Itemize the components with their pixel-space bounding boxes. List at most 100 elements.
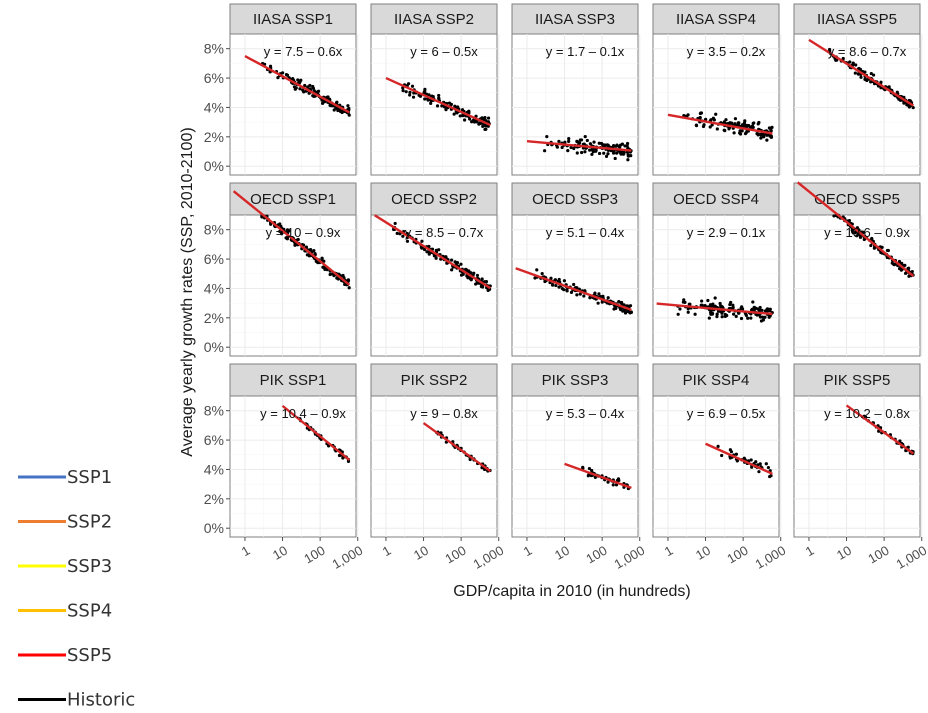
data-point <box>863 70 867 74</box>
regression-equation: y = 1.7 – 0.1x <box>546 44 625 59</box>
data-point <box>597 151 602 156</box>
regression-line <box>385 76 491 127</box>
data-point <box>770 125 774 129</box>
regression-line <box>796 181 915 277</box>
data-point <box>478 121 482 125</box>
data-point <box>853 230 858 235</box>
data-point <box>604 154 609 158</box>
data-point <box>835 58 839 62</box>
x-tick-label: 1,000 <box>612 543 648 572</box>
data-point <box>535 268 539 272</box>
regression-equation: y = 2.9 – 0.1x <box>687 225 766 240</box>
legend-item: SSP4 <box>18 601 112 622</box>
data-point <box>285 237 289 241</box>
data-point <box>591 150 595 154</box>
data-point <box>572 282 576 287</box>
regression-line <box>656 302 773 316</box>
data-point <box>735 459 739 463</box>
data-point <box>486 116 491 120</box>
data-point <box>910 269 914 274</box>
data-point <box>870 236 874 241</box>
data-point <box>715 312 719 316</box>
regression-line <box>526 140 632 152</box>
data-point <box>444 108 448 112</box>
x-tick-label: 100 <box>442 543 468 567</box>
data-point <box>686 307 690 311</box>
x-tick-label: 1 <box>380 543 394 560</box>
data-point <box>907 105 911 109</box>
facet-label: IIASA SSP5 <box>817 11 897 28</box>
data-point <box>586 474 590 478</box>
data-point <box>759 319 764 323</box>
data-point <box>543 279 547 284</box>
data-point <box>693 312 697 316</box>
regression-equation: y = 3.5 – 0.2x <box>687 44 766 59</box>
data-point <box>459 273 464 277</box>
data-point <box>590 152 594 157</box>
data-point <box>678 307 682 311</box>
data-point <box>332 108 336 112</box>
data-point <box>269 222 273 226</box>
data-point <box>755 132 759 136</box>
x-tick-label: 100 <box>583 543 609 567</box>
facet-strip <box>370 182 498 216</box>
data-point <box>676 312 680 316</box>
data-point <box>472 120 477 124</box>
data-point <box>583 150 587 154</box>
legend-label: SSP3 <box>67 556 112 577</box>
data-point <box>320 101 325 105</box>
legend-item: SSP1 <box>18 467 112 488</box>
data-point <box>740 305 744 309</box>
data-point <box>296 78 300 82</box>
x-tick-label: 1 <box>803 543 817 560</box>
regression-equation: y = 5.1 – 0.4x <box>546 225 625 240</box>
data-point <box>285 73 290 77</box>
data-point <box>740 129 744 133</box>
data-point <box>347 286 351 290</box>
data-point <box>731 305 735 310</box>
data-point <box>596 301 600 305</box>
facet-label: IIASA SSP1 <box>253 11 333 28</box>
data-point <box>575 293 579 297</box>
data-point <box>746 316 750 320</box>
data-point <box>545 135 549 139</box>
data-point <box>895 90 899 94</box>
data-point <box>757 470 761 474</box>
facet-panel: IIASA SSP5 y = 8.6 – 0.7x <box>793 3 923 176</box>
data-point <box>338 109 343 114</box>
data-point <box>903 263 907 267</box>
x-tick-label: 10 <box>270 543 290 563</box>
data-point <box>480 284 484 288</box>
x-tick-label: 1 <box>239 543 253 560</box>
data-point <box>765 138 769 142</box>
data-point <box>393 221 397 226</box>
data-point <box>401 89 405 93</box>
data-point <box>458 114 462 118</box>
data-point <box>722 120 726 124</box>
data-point <box>865 78 869 83</box>
data-point <box>700 299 704 303</box>
data-point <box>328 103 332 107</box>
data-point <box>587 466 591 471</box>
y-tick-label: 6% <box>204 70 224 86</box>
data-point <box>580 150 584 155</box>
data-point <box>594 149 598 153</box>
data-point <box>606 152 610 156</box>
data-point <box>763 315 767 319</box>
data-point <box>718 301 722 306</box>
regression-line <box>564 462 632 490</box>
panels-layer: IIASA SSP1 y = 7.5 – 0.6x IIASA SSP2 y = 6 … <box>229 3 923 538</box>
data-point <box>469 271 473 275</box>
data-point <box>698 116 702 120</box>
facet-label: IIASA SSP2 <box>394 11 474 28</box>
data-point <box>740 123 745 127</box>
data-point <box>626 158 630 162</box>
data-point <box>311 84 315 89</box>
facet-panel: OECD SSP4 y = 2.9 – 0.1x <box>652 182 782 357</box>
data-point <box>728 448 732 452</box>
data-point <box>566 149 570 153</box>
data-point <box>569 290 574 294</box>
regression-line <box>705 442 773 475</box>
data-point <box>434 256 438 260</box>
y-axis-title: Average yearly growth rates (SSP, 2010-2… <box>179 127 196 456</box>
